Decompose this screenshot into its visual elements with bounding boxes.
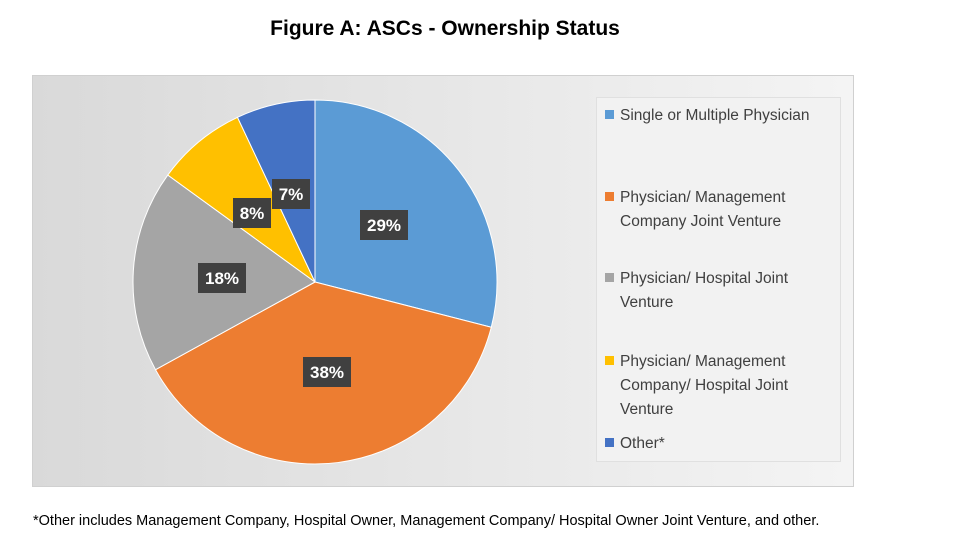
- pie-chart: 29% 38% 18% 8% 7%: [132, 99, 498, 465]
- data-label-box: [360, 210, 408, 240]
- legend-swatch: [605, 273, 614, 282]
- data-label-3: 18%: [198, 263, 246, 293]
- data-label-2: 38%: [303, 357, 351, 387]
- legend-swatch: [605, 438, 614, 447]
- data-label-5: 7%: [272, 179, 310, 209]
- legend-swatch: [605, 110, 614, 119]
- data-label-text: 18%: [205, 269, 239, 288]
- legend-label: Single or Multiple Physician: [620, 107, 810, 124]
- legend-swatch: [605, 192, 614, 201]
- legend-swatch: [605, 356, 614, 365]
- legend-item-1: Single or Multiple Physician: [605, 104, 837, 128]
- data-label-text: 8%: [240, 204, 265, 223]
- legend-label: Physician/ Management: [620, 189, 786, 206]
- legend-label: Physician/ Hospital Joint: [620, 270, 788, 287]
- data-label-4: 8%: [233, 198, 271, 228]
- data-label-text: 29%: [367, 216, 401, 235]
- legend-item-4: Physician/ Management Company/ Hospital J…: [605, 350, 837, 422]
- legend-item-5: Other*: [605, 432, 837, 456]
- data-label-text: 38%: [310, 363, 344, 382]
- data-label-box: [198, 263, 246, 293]
- legend-item-3: Physician/ Hospital Joint Venture: [605, 267, 837, 315]
- legend-label: Physician/ Management: [620, 353, 786, 370]
- legend-label: Company/ Hospital Joint: [620, 377, 788, 394]
- data-label-box: [272, 179, 310, 209]
- footnote: *Other includes Management Company, Hosp…: [33, 513, 820, 529]
- legend-label: Venture: [620, 294, 674, 311]
- legend-label: Venture: [620, 401, 674, 418]
- chart-area: 29% 38% 18% 8% 7% Single or Multiple Physici…: [32, 75, 854, 487]
- legend-item-2: Physician/ Management Company Joint Ventu…: [605, 186, 837, 234]
- chart-legend: Single or Multiple Physician Physician/ M…: [596, 97, 841, 462]
- chart-title: Figure A: ASCs - Ownership Status: [270, 17, 620, 40]
- data-label-box: [233, 198, 271, 228]
- data-label-text: 7%: [279, 185, 304, 204]
- data-label-box: [303, 357, 351, 387]
- legend-label: Other*: [620, 435, 665, 452]
- data-label-1: 29%: [360, 210, 408, 240]
- legend-label: Company Joint Venture: [620, 213, 782, 230]
